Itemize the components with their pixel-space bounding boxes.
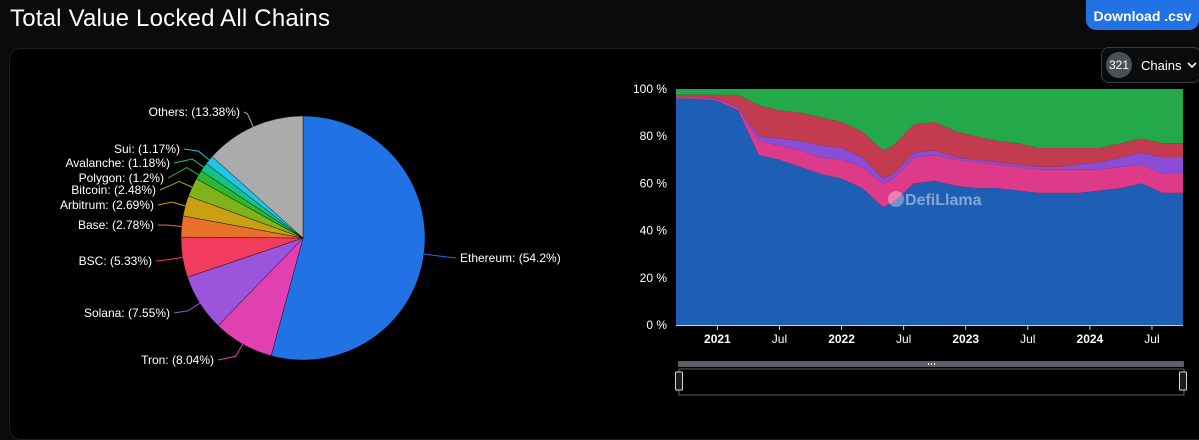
pie-label-bitcoin: Bitcoin: (2.48%): [71, 183, 156, 197]
area-series-ethereum: [676, 98, 1183, 325]
download-csv-button[interactable]: Download .csv: [1086, 0, 1199, 30]
chains-selector[interactable]: 321 Chains: [1101, 47, 1199, 83]
pie-leader-polygon: [167, 166, 199, 179]
x-tick-label: Jul: [772, 332, 787, 346]
area-series-tron: [676, 97, 1183, 207]
pie-label-tron: Tron: (8.04%): [141, 353, 214, 367]
pie-leader-sui: [183, 148, 210, 161]
x-tick-label: 2022: [828, 332, 855, 346]
area-series-bsc: [676, 94, 1183, 179]
x-tick-label: 2024: [1077, 332, 1104, 346]
y-tick-label: 40 %: [640, 224, 668, 238]
defillama-logo-icon: [888, 191, 904, 207]
watermark-text: DefiLlama: [905, 192, 982, 209]
y-tick-label: 100 %: [633, 82, 667, 96]
pie-label-avalanche: Avalanche: (1.18%): [65, 156, 170, 170]
x-tick-label: Jul: [1144, 332, 1159, 346]
pie-leader-tron: [217, 343, 244, 361]
pie-label-others: Others: (13.38%): [149, 105, 240, 119]
pie-label-solana: Solana: (7.55%): [84, 306, 170, 320]
pie-label-bsc: BSC: (5.33%): [79, 254, 152, 268]
pie-leader-avalanche: [173, 158, 204, 168]
x-tick-label: Jul: [896, 332, 911, 346]
pie-label-sui: Sui: (1.17%): [114, 142, 180, 156]
page-title: Total Value Locked All Chains: [10, 5, 331, 32]
area-chart: 0 % 20 % 40 % 60 % 80 % 100 % DefiLlama 2021 Jul…: [633, 82, 1183, 346]
pie-leader-bitcoin: [159, 180, 193, 191]
pie-leader-others: [243, 111, 254, 127]
area-series-others: [676, 89, 1183, 151]
x-tick-label: 2023: [952, 332, 979, 346]
pie-leader-base: [157, 224, 182, 227]
pie-leader-arbitrum: [157, 201, 186, 207]
chains-selector-label: Chains: [1141, 57, 1182, 73]
y-tick-label: 80 %: [640, 129, 668, 143]
pie-leader-bsc: [155, 256, 183, 262]
x-tick-label: 2021: [704, 332, 731, 346]
chevron-down-icon: [1187, 62, 1198, 69]
y-tick-label: 60 %: [640, 176, 668, 190]
pie-label-ethereum: Ethereum: (54.2%): [460, 251, 561, 265]
area-series-solana: [676, 97, 1183, 184]
y-tick-label: 0 %: [646, 318, 667, 332]
pie-chart: Ethereum: (54.2%) Tron: (8.04%) Solana: (7…: [60, 105, 561, 367]
pie-slice-ethereum[interactable]: [270, 115, 426, 361]
chains-count-badge: 321: [1106, 52, 1132, 78]
x-tick-label: Jul: [1020, 332, 1035, 346]
pie-label-base: Base: (2.78%): [78, 218, 154, 232]
pie-label-arbitrum: Arbitrum: (2.69%): [60, 198, 154, 212]
pie-leader-ethereum: [423, 253, 457, 259]
pie-leader-solana: [173, 302, 201, 314]
pie-label-polygon: Polygon: (1.2%): [79, 171, 164, 185]
y-tick-label: 20 %: [640, 271, 668, 285]
